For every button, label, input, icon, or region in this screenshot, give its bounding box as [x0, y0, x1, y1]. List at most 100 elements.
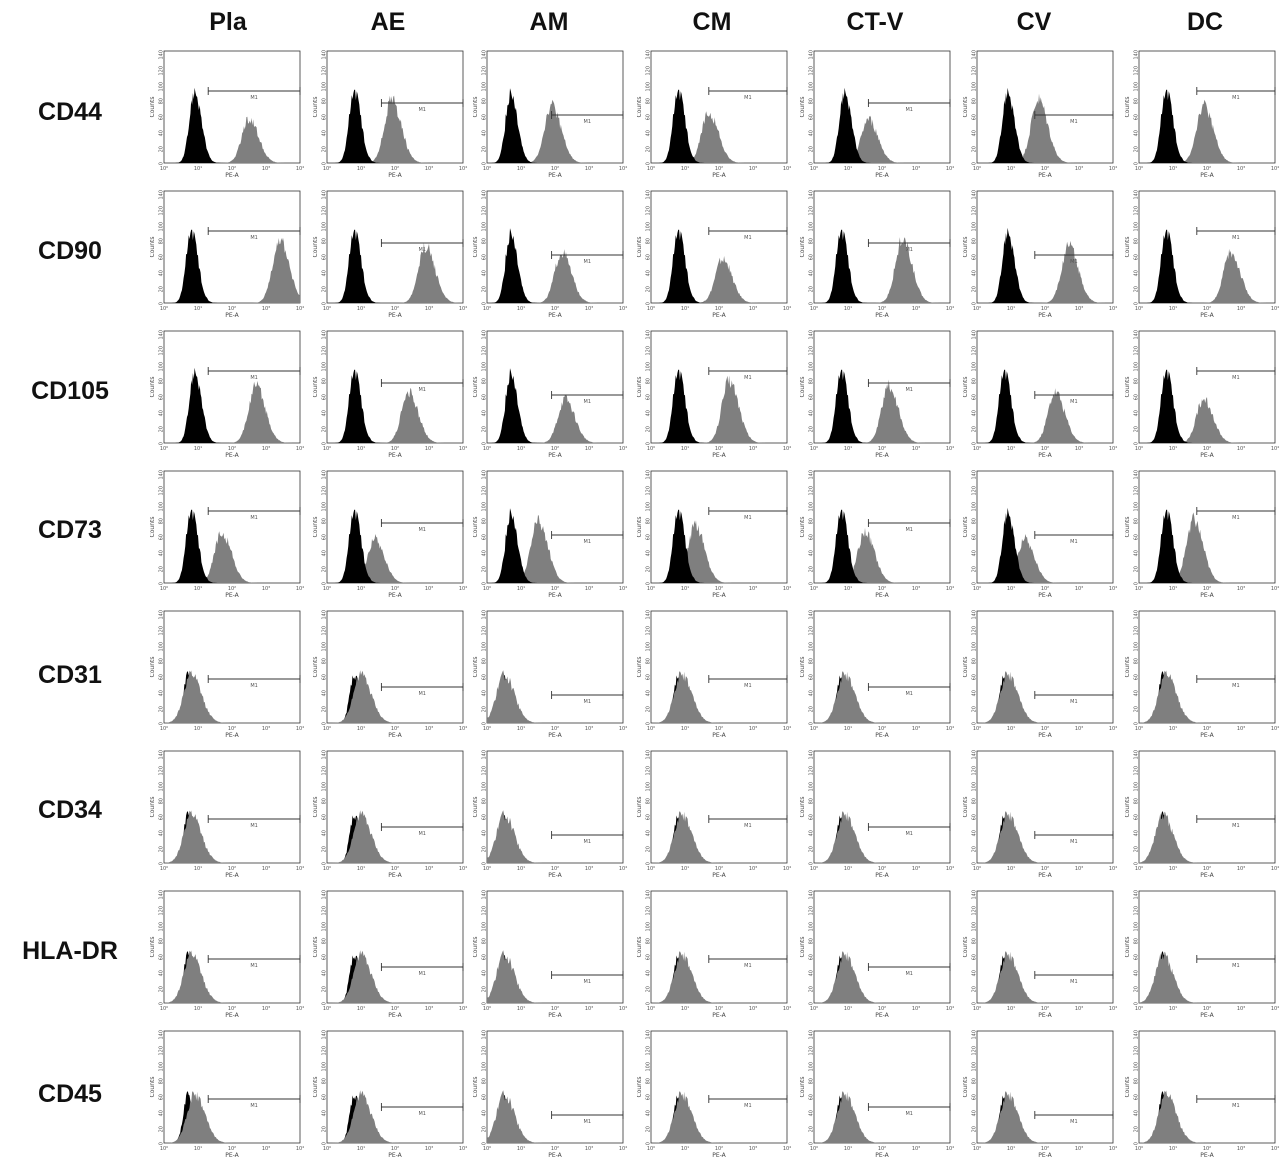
y-tick-label: 80 [1134, 518, 1140, 524]
column-header: AM [529, 8, 569, 36]
x-tick-label: 10³ [1237, 586, 1245, 592]
x-tick-label: 10³ [912, 166, 920, 172]
histogram-panel: M1 10⁰ 10¹ 10² 10³ 10⁴ 0 20 40 60 80 100 120 140 PE-A C… [1125, 45, 1283, 183]
y-tick-label: 120 [646, 66, 652, 76]
x-axis-title: PE-A [225, 312, 239, 319]
control-histogram [1139, 369, 1275, 443]
x-tick-label: 10¹ [517, 726, 525, 732]
y-tick-label: 120 [322, 206, 328, 216]
x-tick-label: 10² [1203, 1006, 1211, 1012]
y-axis-title: Counts [1125, 97, 1131, 118]
y-tick-label: 140 [1134, 1030, 1140, 1040]
y-tick-label: 100 [1134, 222, 1140, 232]
y-tick-label: 0 [646, 1142, 652, 1145]
y-tick-label: 80 [1134, 378, 1140, 384]
gate-label: M1 [1232, 823, 1240, 829]
x-tick-label: 10² [1041, 446, 1049, 452]
histogram-plot: M1 10⁰ 10¹ 10² 10³ 10⁴ 0 20 40 60 80 100 120 140 PE-A C… [473, 1030, 627, 1159]
gate-label: M1 [744, 515, 752, 521]
x-tick-label: 10¹ [1169, 306, 1177, 312]
x-axis-title: PE-A [1038, 312, 1052, 319]
y-tick-label: 0 [1134, 302, 1140, 305]
x-tick-label: 10⁴ [619, 726, 627, 732]
y-tick-label: 40 [322, 1110, 328, 1116]
x-axis-title: PE-A [388, 592, 402, 599]
x-tick-label: 10⁴ [1109, 1006, 1117, 1012]
histogram-plot: M1 10⁰ 10¹ 10² 10³ 10⁴ 0 20 40 60 80 100 120 140 PE-A C… [800, 330, 954, 459]
x-tick-label: 10² [878, 586, 886, 592]
marker-histogram [651, 951, 787, 1003]
y-tick-label: 20 [646, 286, 652, 292]
gate-label: M1 [584, 259, 592, 265]
histogram-plot: M1 10⁰ 10¹ 10² 10³ 10⁴ 0 20 40 60 80 100 120 140 PE-A C… [313, 890, 467, 1019]
x-axis-title: PE-A [388, 1012, 402, 1019]
histogram-panel: M1 10⁰ 10¹ 10² 10³ 10⁴ 0 20 40 60 80 100 120 140 PE-A C… [800, 745, 958, 883]
y-tick-label: 0 [159, 582, 165, 585]
x-tick-label: 10² [715, 866, 723, 872]
x-axis-title: PE-A [712, 592, 726, 599]
y-tick-label: 120 [646, 1046, 652, 1056]
y-tick-label: 60 [1134, 1094, 1140, 1100]
x-axis-title: PE-A [1200, 732, 1214, 739]
y-axis-title: Counts [637, 97, 643, 118]
gate-label: M1 [418, 1111, 426, 1117]
histogram-plot: M1 10⁰ 10¹ 10² 10³ 10⁴ 0 20 40 60 80 100 120 140 PE-A C… [313, 50, 467, 179]
gate-label: M1 [744, 683, 752, 689]
y-axis-title: Counts [800, 1077, 806, 1098]
x-tick-label: 10³ [912, 446, 920, 452]
y-tick-label: 80 [809, 98, 815, 104]
y-tick-label: 60 [1134, 534, 1140, 540]
gate-label: M1 [418, 831, 426, 837]
x-tick-label: 10¹ [194, 866, 202, 872]
y-axis-title: Counts [1125, 377, 1131, 398]
y-tick-label: 0 [809, 442, 815, 445]
gate-label: M1 [1070, 979, 1078, 985]
y-tick-label: 40 [809, 830, 815, 836]
x-tick-label: 10² [878, 306, 886, 312]
marker-histogram [814, 671, 950, 723]
y-tick-label: 120 [482, 206, 488, 216]
x-tick-label: 10³ [585, 306, 593, 312]
x-tick-label: 10⁴ [459, 446, 467, 452]
y-tick-label: 100 [322, 222, 328, 232]
x-tick-label: 10³ [749, 586, 757, 592]
x-tick-label: 10¹ [1007, 166, 1015, 172]
y-tick-label: 80 [482, 518, 488, 524]
y-tick-label: 40 [159, 550, 165, 556]
x-tick-label: 10⁰ [647, 866, 655, 872]
x-tick-label: 10⁴ [1109, 726, 1117, 732]
y-tick-label: 100 [972, 642, 978, 652]
x-tick-label: 10¹ [194, 726, 202, 732]
row-label: CD45 [38, 1080, 102, 1108]
gate-label: M1 [744, 95, 752, 101]
y-tick-label: 140 [646, 330, 652, 340]
y-tick-label: 60 [809, 114, 815, 120]
y-tick-label: 140 [1134, 750, 1140, 760]
y-tick-label: 40 [322, 270, 328, 276]
plot-frame [976, 470, 1114, 584]
histogram-panel: M1 10⁰ 10¹ 10² 10³ 10⁴ 0 20 40 60 80 100 120 140 PE-A C… [150, 605, 308, 743]
y-tick-label: 140 [322, 330, 328, 340]
marker-histogram [1139, 397, 1275, 443]
marker-histogram [1139, 248, 1275, 303]
y-tick-label: 120 [322, 486, 328, 496]
x-tick-label: 10³ [425, 446, 433, 452]
control-histogram [327, 369, 463, 443]
histogram-plot: M1 10⁰ 10¹ 10² 10³ 10⁴ 0 20 40 60 80 100 120 140 PE-A C… [1125, 50, 1279, 179]
histogram-panel: M1 10⁰ 10¹ 10² 10³ 10⁴ 0 20 40 60 80 100 120 140 PE-A C… [800, 1025, 958, 1163]
marker-histogram [487, 394, 623, 443]
y-tick-label: 60 [972, 814, 978, 820]
y-tick-label: 140 [482, 750, 488, 760]
y-tick-label: 60 [972, 534, 978, 540]
gate-label: M1 [1232, 1103, 1240, 1109]
x-tick-label: 10⁴ [296, 1146, 304, 1152]
y-tick-label: 100 [646, 642, 652, 652]
x-tick-label: 10² [878, 866, 886, 872]
y-tick-label: 0 [646, 302, 652, 305]
x-tick-label: 10³ [425, 306, 433, 312]
control-histogram [651, 509, 787, 583]
x-tick-label: 10³ [425, 166, 433, 172]
x-tick-label: 10² [551, 1146, 559, 1152]
gate-label: M1 [418, 527, 426, 533]
y-tick-label: 100 [972, 222, 978, 232]
